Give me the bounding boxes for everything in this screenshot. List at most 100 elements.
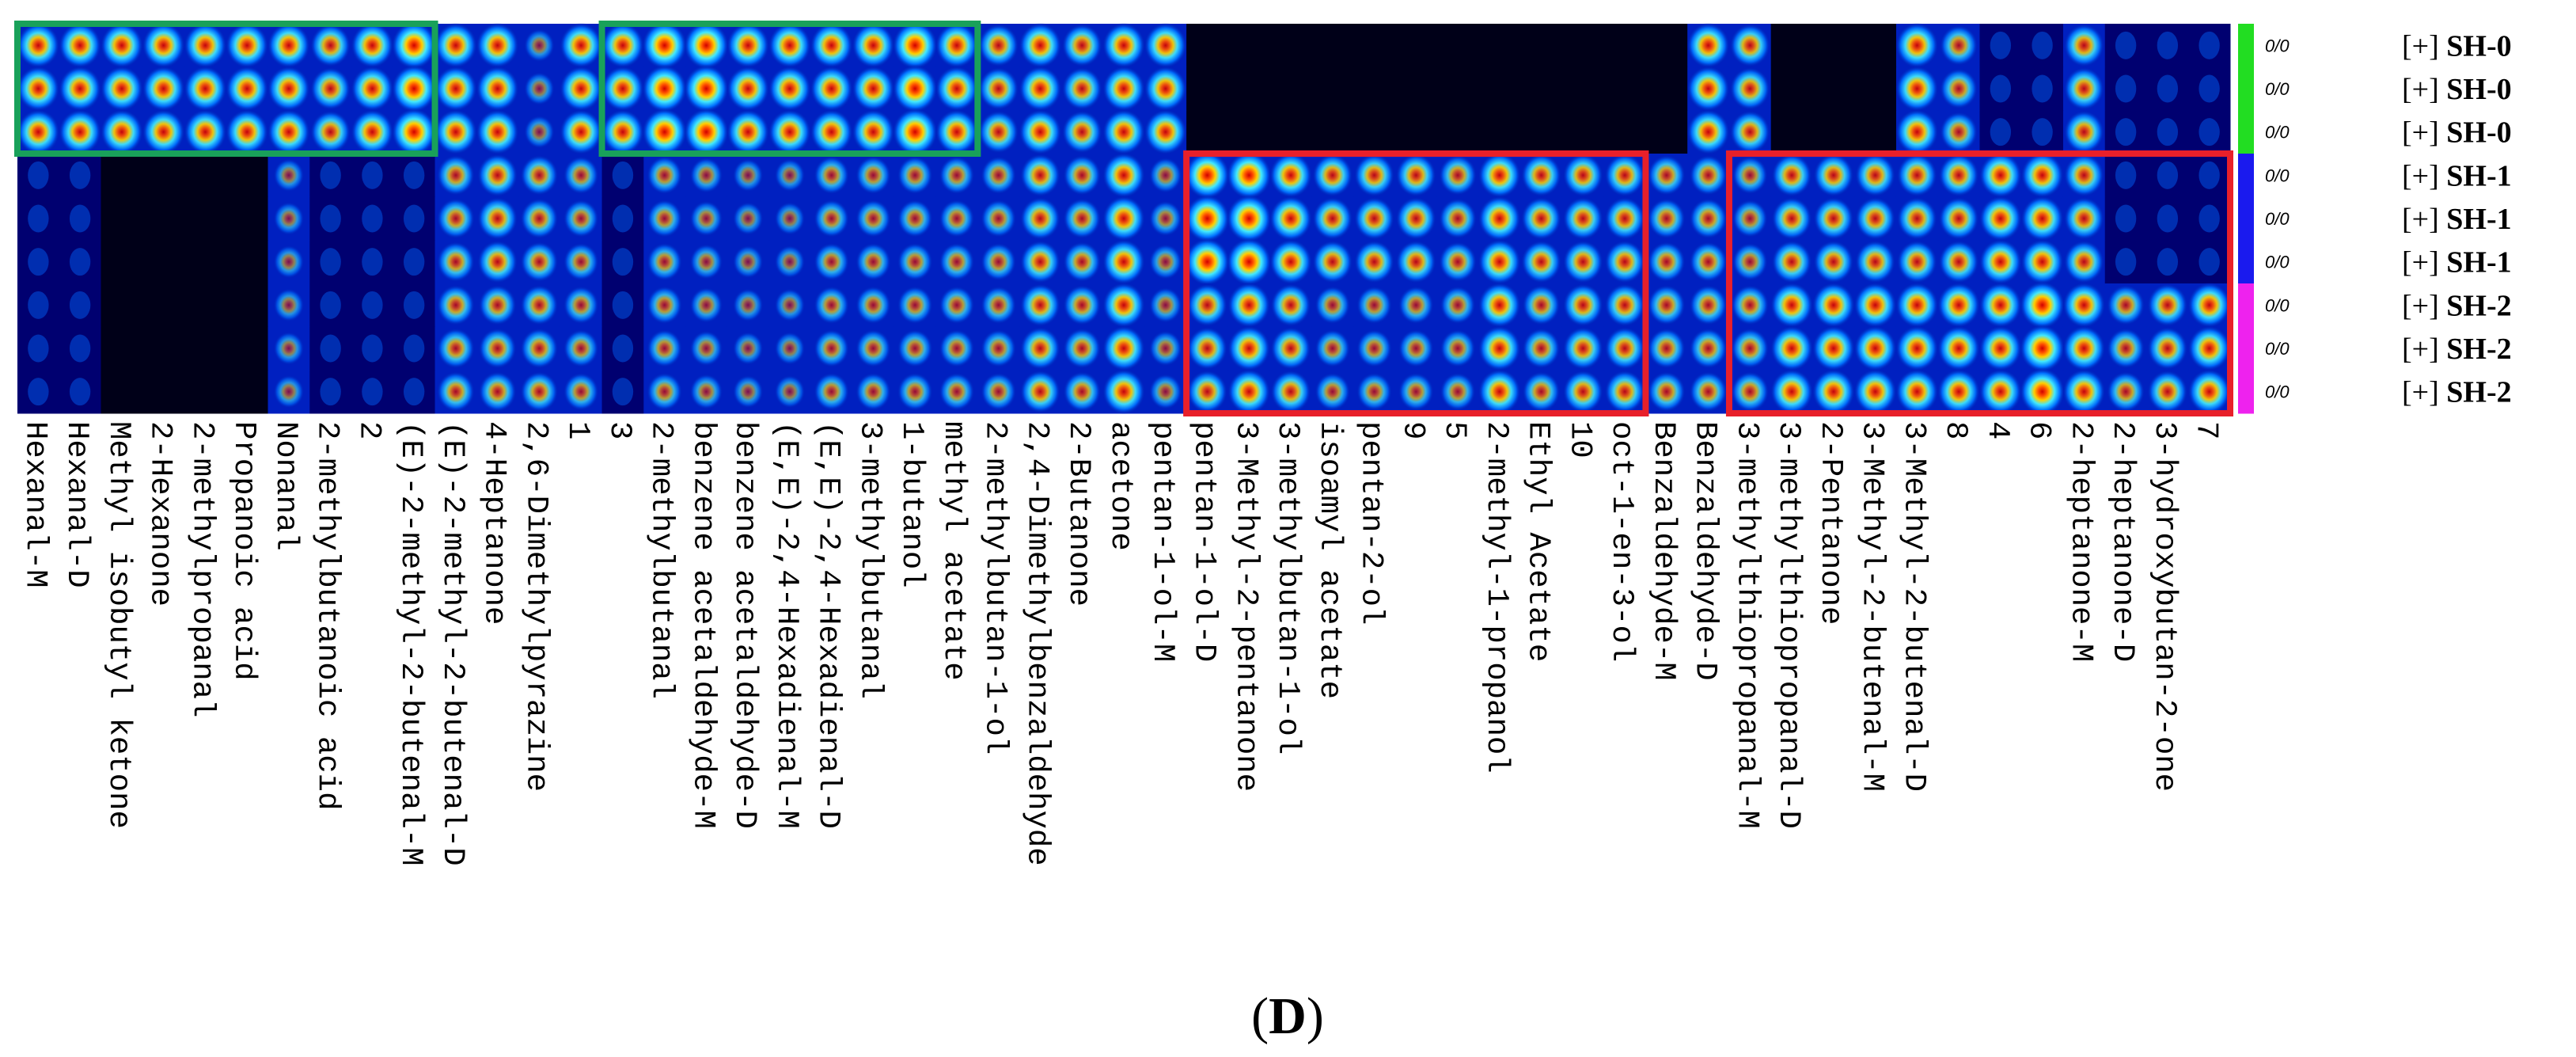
heatmap-cell (1394, 67, 1438, 111)
heatmap-cell (226, 109, 269, 155)
heatmap-cell (1144, 370, 1187, 414)
heatmap-cell (1269, 152, 1312, 198)
heatmap-cell (810, 370, 853, 414)
heatmap-cell (977, 370, 1020, 414)
heatmap-cell (17, 283, 60, 328)
heatmap-cell (59, 22, 102, 68)
heatmap-cell (1227, 67, 1271, 111)
heatmap-cell (59, 370, 102, 414)
heatmap-cell (1353, 196, 1396, 241)
heatmap-cell (1937, 369, 1981, 415)
heatmap-cell (267, 66, 310, 112)
sample-row-label: [+] SH-0 (2402, 73, 2512, 106)
heatmap-cell (977, 110, 1020, 154)
compound-label: pentan-2-ol (1354, 421, 1389, 625)
heatmap-cell (17, 240, 60, 284)
heatmap-cell (476, 370, 519, 414)
sample-row-label: [+] SH-1 (2402, 159, 2512, 192)
heatmap-cell (2062, 154, 2106, 198)
heatmap-cell (935, 370, 978, 414)
heatmap-cell (101, 326, 143, 371)
heatmap-cell (1895, 196, 1939, 241)
heatmap-cell (2146, 154, 2189, 198)
heatmap-cell (768, 370, 811, 414)
heatmap-cell (1520, 24, 1563, 68)
heatmap-cell (768, 109, 811, 155)
heatmap-cell (59, 196, 102, 241)
heatmap-cell (476, 109, 519, 155)
heatmap-cell (2146, 370, 2189, 414)
heatmap-cell (1060, 326, 1104, 371)
heatmap-cell (184, 240, 227, 284)
heatmap-cell (476, 66, 519, 112)
heatmap-cell (1645, 110, 1688, 154)
heatmap-cell (1645, 283, 1688, 328)
heatmap-cell (1937, 67, 1980, 111)
heatmap-cell (1645, 24, 1688, 68)
heatmap-cell (893, 283, 937, 328)
heatmap-cell (1353, 240, 1396, 284)
heatmap-cell (1394, 24, 1438, 68)
compound-label: 3-Methyl-2-butenal-D (1896, 421, 1931, 792)
heatmap-cell (852, 196, 895, 241)
heatmap-cell (1687, 154, 1730, 198)
heatmap-cell (935, 154, 978, 198)
heatmap-cell (2020, 152, 2064, 198)
heatmap-cell (184, 66, 227, 112)
heatmap-cell (1812, 67, 1855, 111)
heatmap-cell (2062, 110, 2106, 154)
heatmap-cell (1019, 196, 1062, 241)
ratio-label: 0/0 (2265, 382, 2290, 402)
heatmap-cell (59, 154, 102, 198)
heatmap-cell (1520, 196, 1563, 241)
heatmap-cell (1645, 154, 1688, 198)
heatmap-cell (1353, 154, 1396, 198)
heatmap-cell (893, 240, 937, 284)
compound-label: Benzaldehyde-D (1688, 421, 1723, 681)
heatmap-cell (1144, 196, 1187, 241)
heatmap-cell (1895, 109, 1939, 155)
heatmap-cell (685, 240, 728, 284)
heatmap-cell (1812, 24, 1855, 68)
heatmap-cell (1937, 110, 1980, 154)
heatmap-cell (1812, 110, 1855, 154)
heatmap-cell (1269, 196, 1312, 241)
heatmap-cell (1060, 67, 1104, 111)
heatmap-cell (184, 326, 227, 371)
heatmap-cell (434, 22, 477, 68)
heatmap-cell (1269, 326, 1312, 371)
heatmap-cell (142, 370, 185, 414)
heatmap-cell (142, 154, 185, 198)
heatmap-cell (685, 370, 728, 414)
heatmap-cell (1019, 326, 1062, 371)
heatmap-cell (685, 283, 728, 328)
heatmap-cell (1102, 369, 1145, 415)
group-color-segment (2238, 67, 2254, 111)
heatmap-cell (1770, 24, 1813, 68)
heatmap-cell (852, 326, 895, 371)
sample-row-label: [+] SH-0 (2402, 29, 2512, 63)
heatmap-cell (1478, 282, 1521, 328)
heatmap-cell (852, 109, 895, 155)
heatmap-cell (601, 22, 644, 68)
heatmap-cell (892, 108, 938, 156)
heatmap-cell (852, 154, 895, 198)
heatmap-cell (309, 196, 352, 241)
heatmap-cell (1728, 370, 1772, 414)
heatmap-cell (852, 22, 895, 68)
heatmap-cell (2021, 110, 2064, 154)
heatmap-cell (1686, 109, 1730, 155)
heatmap-cell (1436, 283, 1479, 328)
heatmap-cell (642, 64, 688, 113)
heatmap-cell (1978, 239, 2022, 285)
heatmap-cell (1311, 24, 1354, 68)
heatmap-cell (2020, 196, 2064, 241)
compound-label: 2,6-Dimethylpyrazine (518, 421, 553, 792)
heatmap-cell (601, 109, 644, 155)
heatmap-cell (1144, 283, 1187, 328)
heatmap-cell (1436, 154, 1479, 198)
heatmap-cell (1269, 67, 1312, 111)
heatmap-cell (1979, 67, 2022, 111)
heatmap-cell (1520, 110, 1563, 154)
heatmap-cell (683, 108, 729, 156)
